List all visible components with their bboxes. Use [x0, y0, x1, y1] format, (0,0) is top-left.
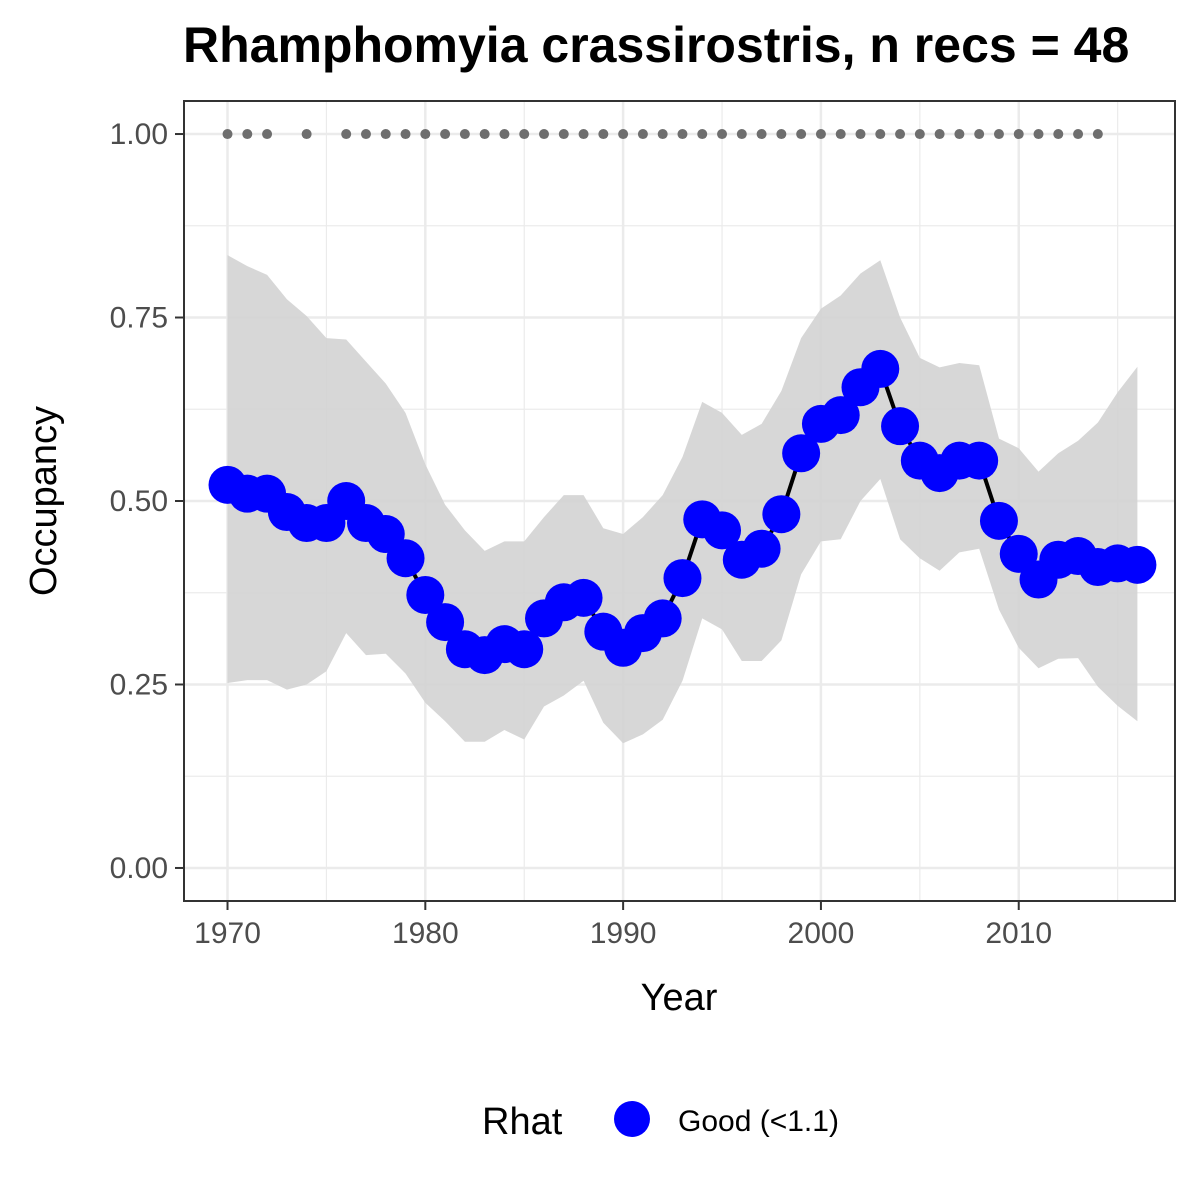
record-marker [736, 129, 747, 140]
record-marker [756, 129, 767, 140]
occupancy-point [782, 434, 821, 473]
x-tick-label: 1970 [194, 917, 261, 950]
record-marker [974, 129, 985, 140]
record-marker [222, 129, 233, 140]
x-tick-label: 1990 [590, 917, 657, 950]
occupancy-point [564, 578, 603, 617]
x-axis: 1970 1980 1990 2000 2010 [194, 901, 1052, 950]
y-tick-label: 0.00 [110, 852, 168, 885]
y-axis: 0.00 0.25 0.50 0.75 1.00 [110, 118, 184, 885]
record-marker [776, 129, 787, 140]
occupancy-points [208, 349, 1157, 675]
occupancy-point [505, 630, 544, 669]
legend-key-good [614, 1101, 650, 1137]
record-marker [855, 129, 866, 140]
occupancy-point [386, 539, 425, 578]
record-marker [598, 129, 609, 140]
record-marker [539, 129, 550, 140]
record-marker [815, 129, 826, 140]
occupancy-point [762, 495, 801, 534]
legend-title: Rhat [482, 1101, 563, 1143]
record-marker [796, 129, 807, 140]
record-marker [341, 129, 352, 140]
record-marker [934, 129, 945, 140]
occupancy-point [742, 529, 781, 568]
record-marker [242, 129, 253, 140]
occupancy-point [663, 559, 702, 598]
record-marker [262, 129, 273, 140]
occupancy-point [881, 407, 920, 446]
occupancy-point [643, 599, 682, 638]
record-marker [400, 129, 411, 140]
x-axis-title: Year [641, 977, 718, 1019]
occupancy-point [426, 603, 465, 642]
record-marker [519, 129, 530, 140]
record-marker [578, 129, 589, 140]
y-axis-title: Occupancy [23, 406, 65, 596]
record-marker [618, 129, 629, 140]
occupancy-point [703, 511, 742, 550]
record-marker [657, 129, 668, 140]
record-marker [1073, 129, 1084, 140]
legend: Rhat Good (<1.1) [482, 1101, 839, 1143]
y-tick-label: 1.00 [110, 118, 168, 151]
x-tick-label: 2000 [788, 917, 855, 950]
legend-label-good: Good (<1.1) [678, 1105, 839, 1138]
record-marker [677, 129, 688, 140]
record-marker [1013, 129, 1024, 140]
record-marker [459, 129, 470, 140]
record-marker [360, 129, 371, 140]
occupancy-point [406, 575, 445, 614]
record-marker [440, 129, 451, 140]
record-marker [875, 129, 886, 140]
record-marker [1033, 129, 1044, 140]
record-marker [479, 129, 490, 140]
occupancy-point [1118, 545, 1157, 584]
record-marker [499, 129, 510, 140]
record-marker [697, 129, 708, 140]
y-tick-label: 0.50 [110, 485, 168, 518]
record-marker [1092, 129, 1103, 140]
record-marker [895, 129, 906, 140]
record-marker [954, 129, 965, 140]
occupancy-point [960, 441, 999, 480]
chart-title: Rhamphomyia crassirostris, n recs = 48 [183, 17, 1129, 73]
y-tick-label: 0.25 [110, 668, 168, 701]
record-marker [637, 129, 648, 140]
record-marker [420, 129, 431, 140]
x-tick-label: 2010 [985, 917, 1052, 950]
record-marker [380, 129, 391, 140]
x-tick-label: 1980 [392, 917, 459, 950]
record-marker [993, 129, 1004, 140]
occupancy-point [861, 349, 900, 388]
record-marker [835, 129, 846, 140]
occupancy-point [821, 396, 860, 435]
record-marker [1053, 129, 1064, 140]
occupancy-point [999, 534, 1038, 573]
record-marker [301, 129, 312, 140]
record-marker [914, 129, 925, 140]
record-markers [222, 129, 1103, 140]
record-marker [558, 129, 569, 140]
occupancy-point [979, 501, 1018, 540]
y-tick-label: 0.75 [110, 302, 168, 335]
record-marker [717, 129, 728, 140]
